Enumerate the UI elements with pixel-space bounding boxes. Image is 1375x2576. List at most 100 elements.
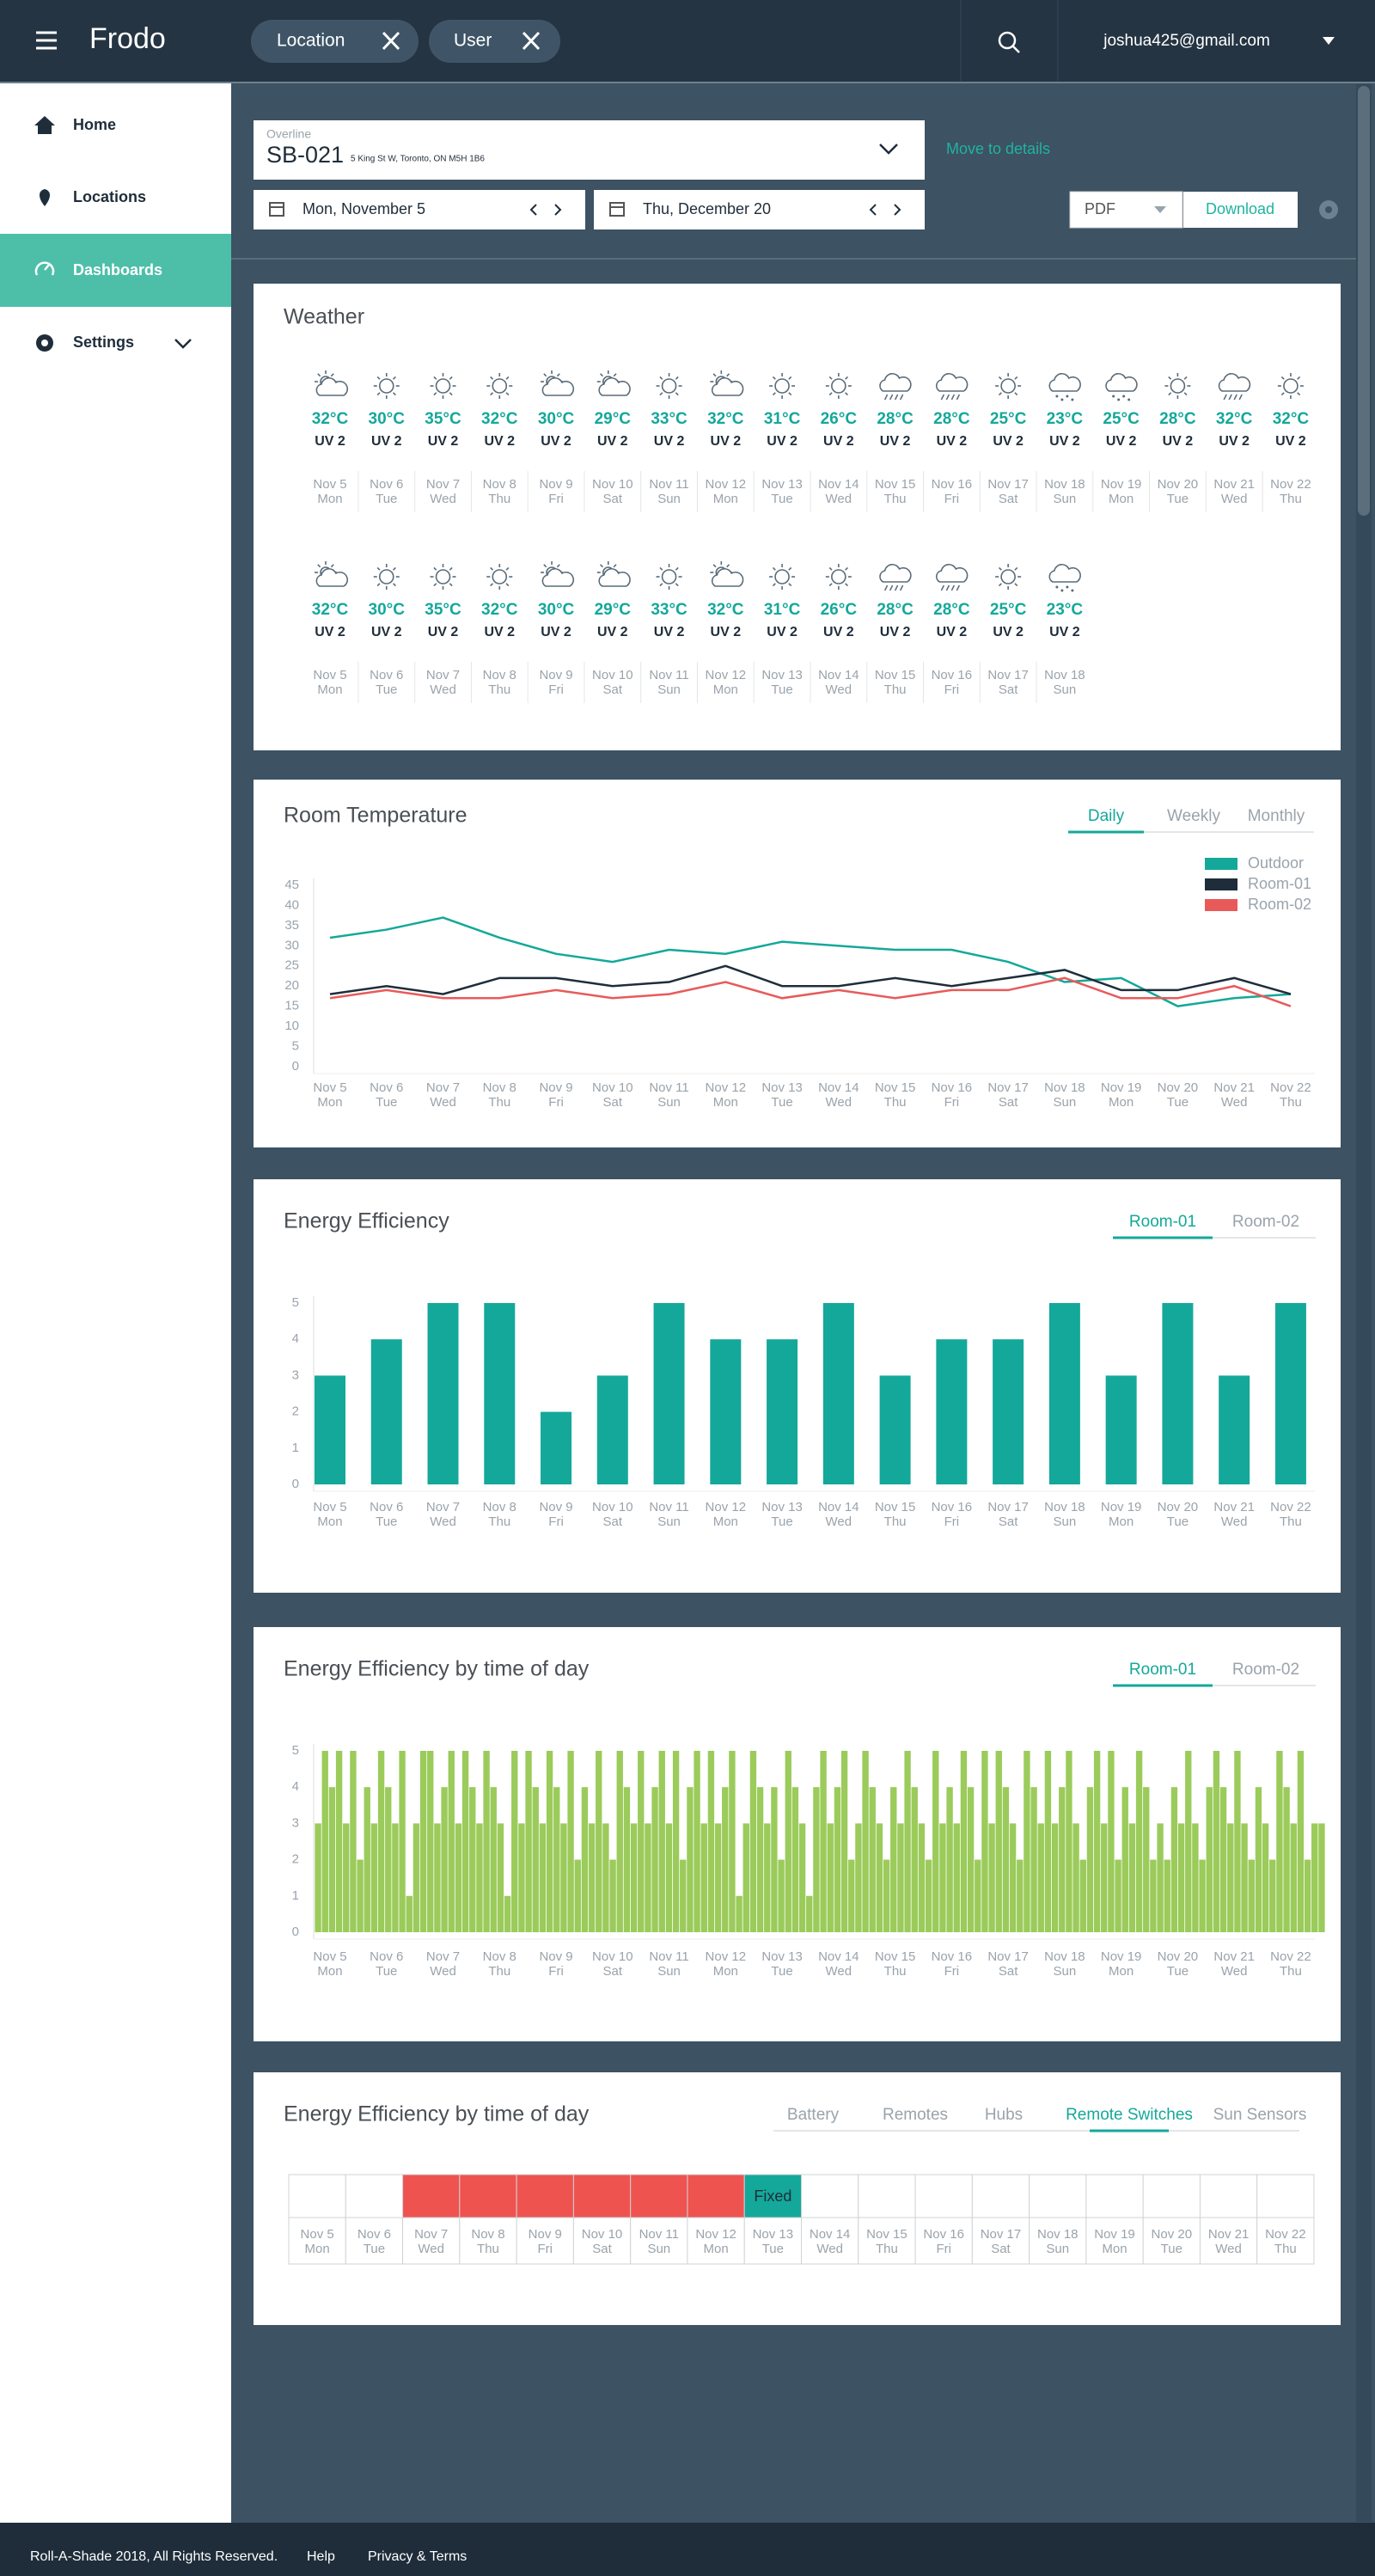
bar [406,1895,412,1932]
date-label: Nov 16 [932,477,973,492]
nav-item[interactable]: Locations [73,188,146,205]
bar [539,1823,547,1932]
uv-index: UV 2 [1049,434,1080,449]
footer-link[interactable]: Privacy & Terms [368,2549,467,2564]
bar [665,1823,673,1932]
y-tick-label: 10 [284,1019,299,1033]
bar [879,1375,911,1484]
tab[interactable]: Battery [787,2106,840,2124]
x-tick-label: Nov 5 [313,1500,346,1514]
temperature: 32°C [312,410,349,428]
tab[interactable]: Room-02 [1232,1661,1299,1679]
date-arrows[interactable] [529,204,562,216]
x-tick-label: Nov 13 [761,1500,803,1514]
uv-index: UV 2 [597,625,628,639]
sun-ray [317,373,321,377]
bar [1311,1823,1318,1932]
date-arrows[interactable] [869,204,901,216]
sun [1000,569,1016,584]
expand-icon[interactable] [174,339,192,349]
bar [1304,1859,1311,1932]
tab[interactable]: Daily [1088,807,1125,825]
x-tick-label: Nov 21 [1213,1080,1255,1095]
cloud [315,377,349,396]
scrollbar-thumb[interactable] [1358,86,1370,516]
sun-ray [845,566,849,571]
menu-button[interactable] [36,31,57,50]
day-label: Thu [1274,2242,1297,2256]
sun-ray [998,583,1002,587]
date-label: Nov 15 [875,668,916,682]
scrollbar[interactable] [1356,84,1372,2522]
x-tick-label: Nov 16 [932,1080,973,1095]
tab[interactable]: Sun Sensors [1213,2106,1307,2124]
date-cell [1085,2217,1144,2265]
uv-index: UV 2 [767,625,798,639]
remove-filter[interactable] [522,31,541,51]
temperature: 23°C [1047,410,1084,428]
bar [1009,1823,1017,1932]
uv-index: UV 2 [937,434,968,449]
tab[interactable]: Remotes [883,2106,948,2124]
legend-label: Room-01 [1248,875,1311,892]
tab[interactable]: Monthly [1248,807,1305,825]
tab[interactable]: Remote Switches [1066,2106,1193,2124]
user-dropdown[interactable] [1323,37,1335,45]
format-select[interactable] [1069,191,1183,229]
temperature: 32°C [1216,410,1253,428]
bar [602,1823,609,1932]
weather-icon [995,373,1022,399]
details-link[interactable]: Move to details [946,140,1050,157]
bar [1206,1787,1213,1932]
nav-item[interactable]: Home [73,116,116,133]
sun [661,378,677,394]
bar [960,1751,968,1932]
tab[interactable]: Weekly [1167,807,1220,825]
tab[interactable]: Room-01 [1129,1661,1196,1679]
bar [1219,1375,1250,1484]
x-tick-label: Nov 19 [1101,1080,1142,1095]
tab[interactable]: Room-01 [1129,1213,1196,1231]
sun-ray [828,392,833,396]
nav-item[interactable]: Dashboards [73,261,162,278]
bar [1086,1787,1094,1932]
footer-link[interactable]: Help [307,2549,335,2564]
x-tick-label: Nov 16 [932,1949,973,1964]
sun-ray [1014,392,1018,396]
x-tick-label: Nov 7 [426,1500,460,1514]
uv-index: UV 2 [428,434,459,449]
x-tick-day: Wed [826,1964,852,1979]
rain [894,584,899,591]
uv-index: UV 2 [711,625,742,639]
device-select[interactable] [254,120,925,180]
nav-item[interactable]: Settings [73,333,134,351]
chart-title: Energy Efficiency [284,1209,449,1233]
status-cell [402,2174,461,2218]
sun-ray [433,376,437,380]
bar [1017,1859,1024,1932]
search-button[interactable] [998,31,1020,53]
filter-chip[interactable] [429,20,560,63]
bar [1283,1787,1290,1932]
tab[interactable]: Room-02 [1232,1213,1299,1231]
cloud [879,564,912,583]
sun-ray [675,566,679,571]
status-cell [1256,2174,1315,2218]
day-label: Thu [884,682,907,697]
cloud [541,568,575,587]
tab[interactable]: Hubs [985,2106,1023,2124]
bar [350,1751,357,1932]
bar [476,1823,483,1932]
x-tick-label: Nov 6 [370,1080,403,1095]
download-button[interactable] [1183,192,1298,228]
filter-chip[interactable] [251,20,419,63]
user-email[interactable]: joshua425@gmail.com [1103,32,1270,50]
sun-ray [392,566,396,571]
calendar-icon [269,202,284,217]
date-label: Nov 6 [370,477,403,492]
rain [945,584,950,591]
gear-icon[interactable] [1319,200,1338,219]
bar [658,1751,665,1932]
remove-filter[interactable] [382,31,400,51]
date-label: Nov 9 [539,668,572,682]
